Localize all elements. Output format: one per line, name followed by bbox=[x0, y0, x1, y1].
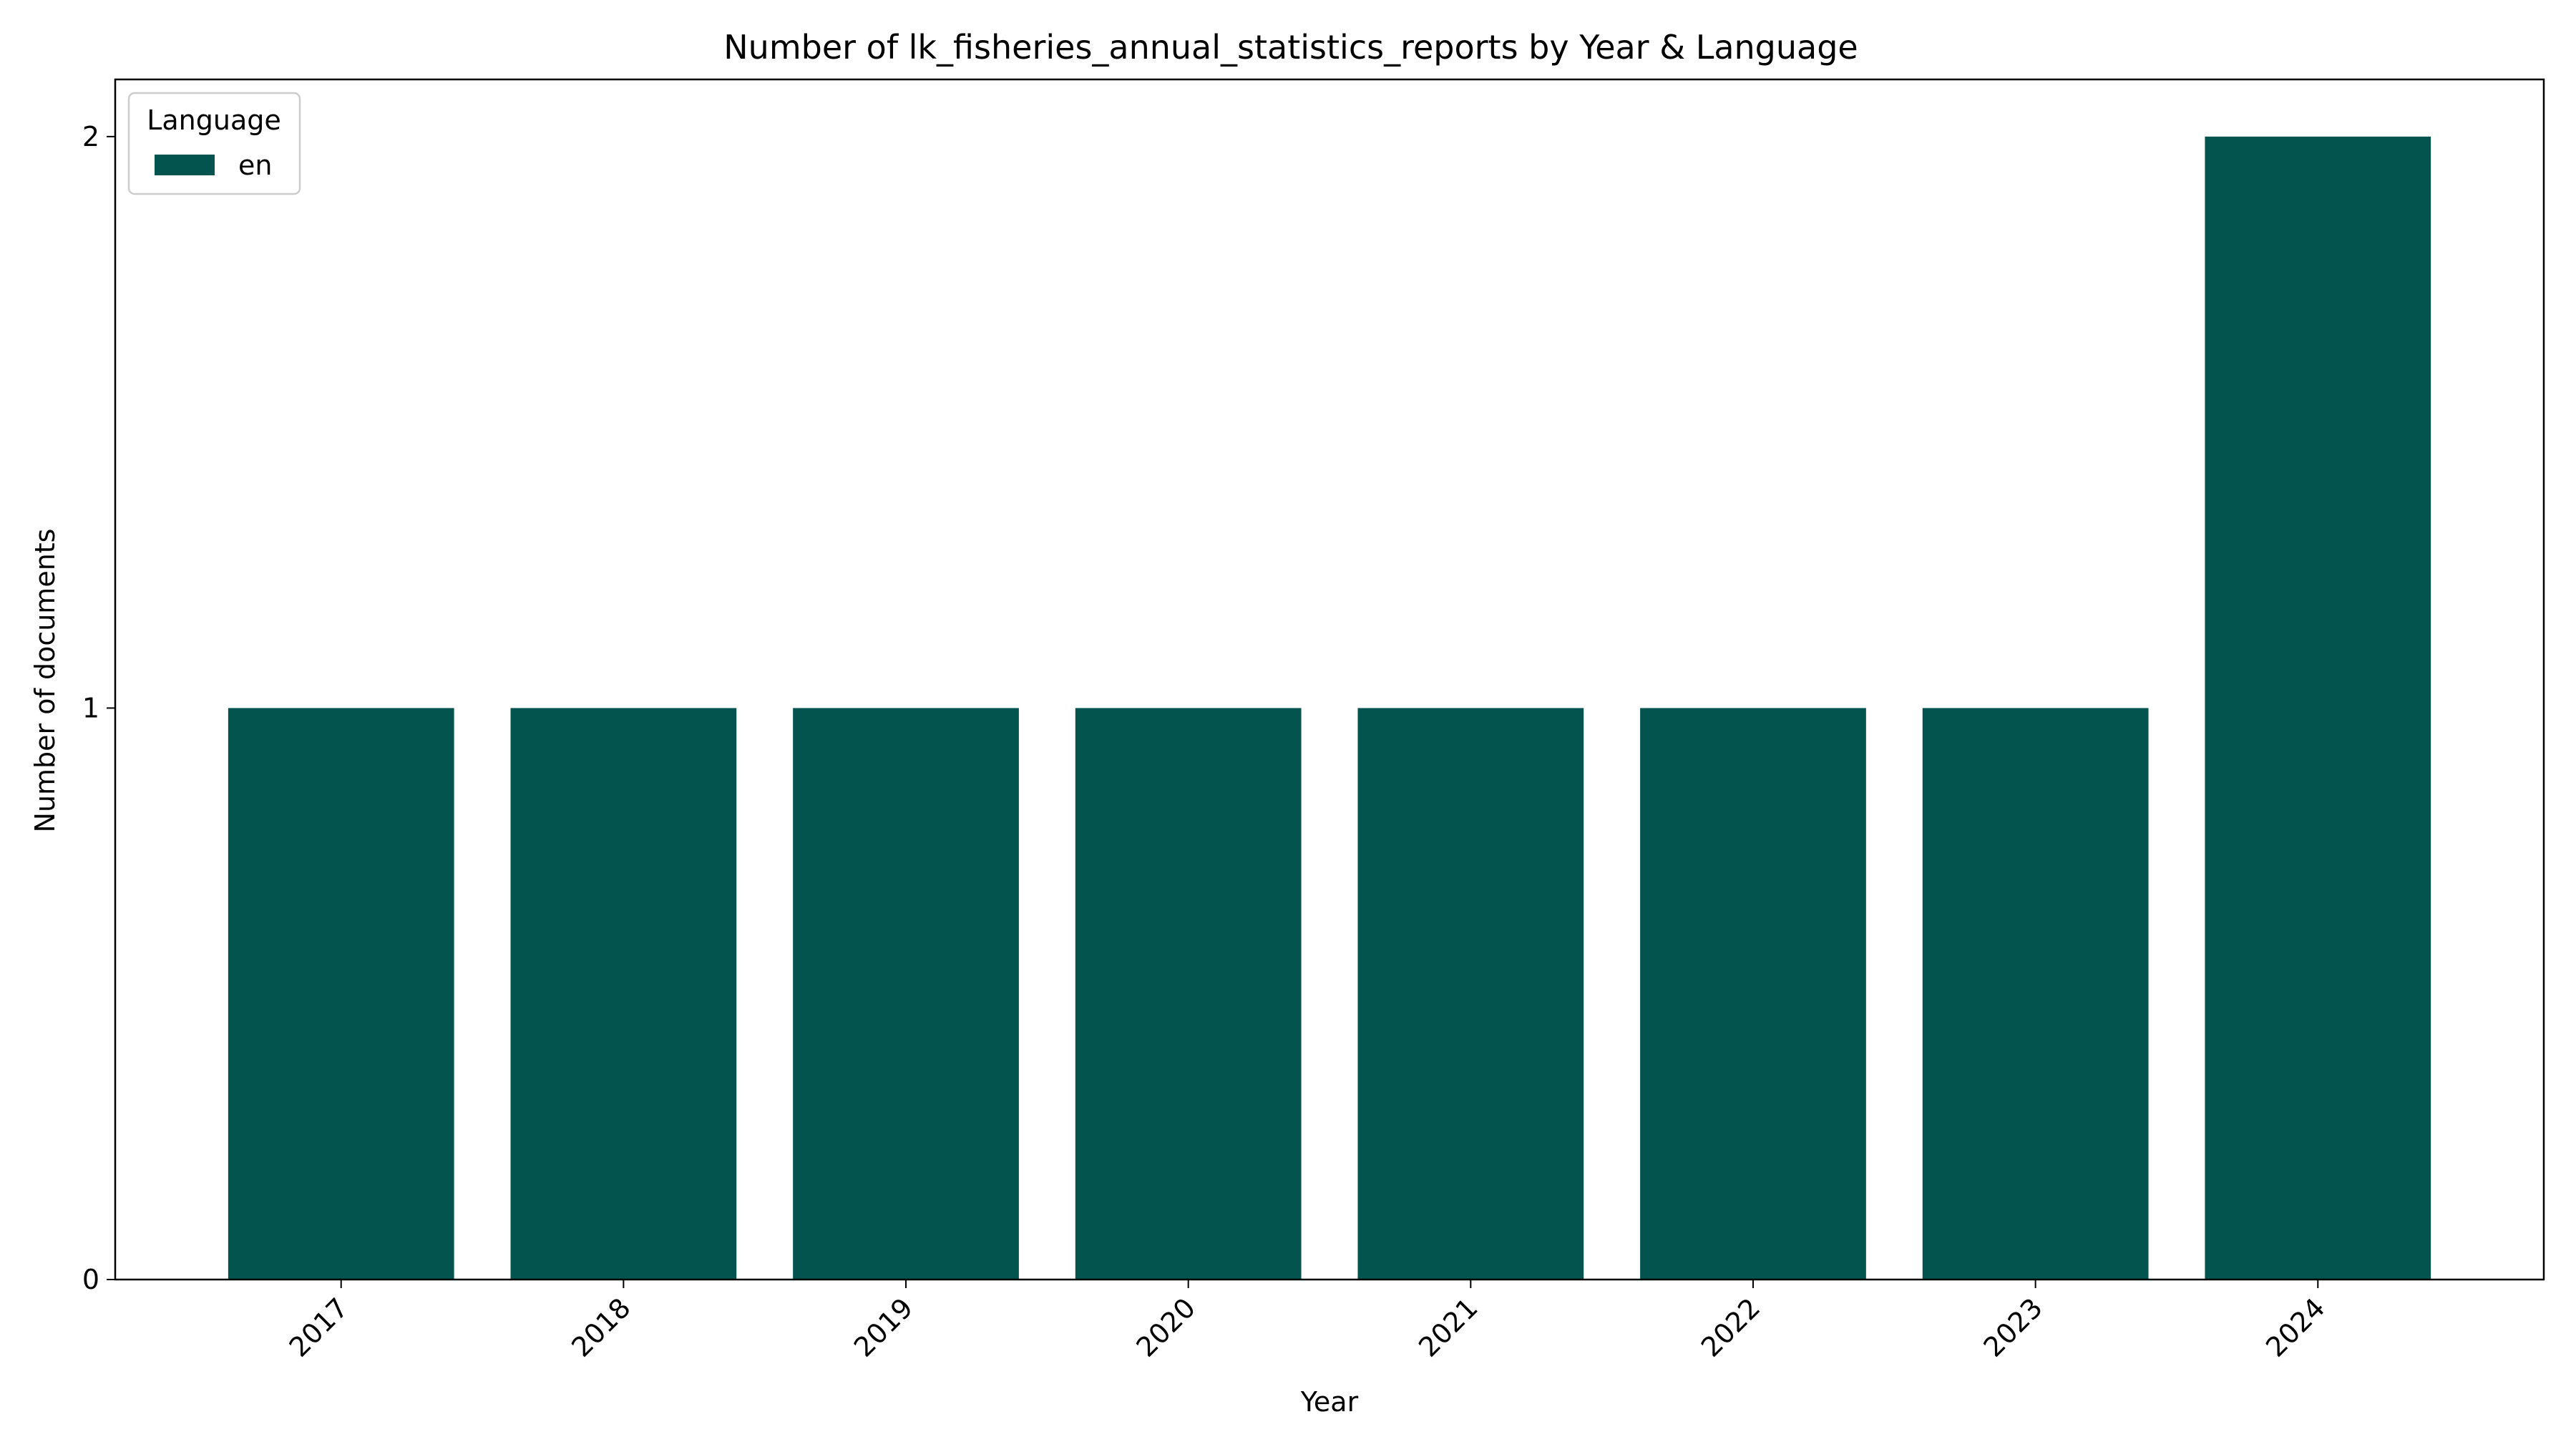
legend: Language en bbox=[127, 92, 301, 195]
bars-group bbox=[228, 136, 2431, 1280]
y-tick-label: 2 bbox=[82, 121, 99, 152]
bar-2020 bbox=[1075, 708, 1302, 1280]
plot-frame bbox=[114, 78, 2545, 1281]
legend-title: Language bbox=[147, 104, 281, 136]
y-axis-ticks: 0 1 2 bbox=[82, 121, 115, 1295]
y-tick-label: 1 bbox=[82, 692, 99, 723]
bar-2021 bbox=[1357, 708, 1584, 1280]
bar-2023 bbox=[1922, 708, 2149, 1280]
bar-2017 bbox=[228, 708, 454, 1280]
bar-2022 bbox=[1640, 708, 1866, 1280]
bar-2018 bbox=[510, 708, 737, 1280]
y-axis-label: Number of documents bbox=[29, 529, 61, 833]
legend-swatch-en bbox=[155, 155, 215, 175]
y-tick-label: 0 bbox=[82, 1264, 99, 1295]
x-axis-label: Year bbox=[1300, 1386, 1359, 1418]
bar-2024 bbox=[2205, 136, 2431, 1280]
legend-label-en: en bbox=[238, 150, 272, 181]
bar-2019 bbox=[793, 708, 1019, 1280]
chart-title: Number of lk_fisheries_annual_statistics… bbox=[723, 28, 1858, 67]
